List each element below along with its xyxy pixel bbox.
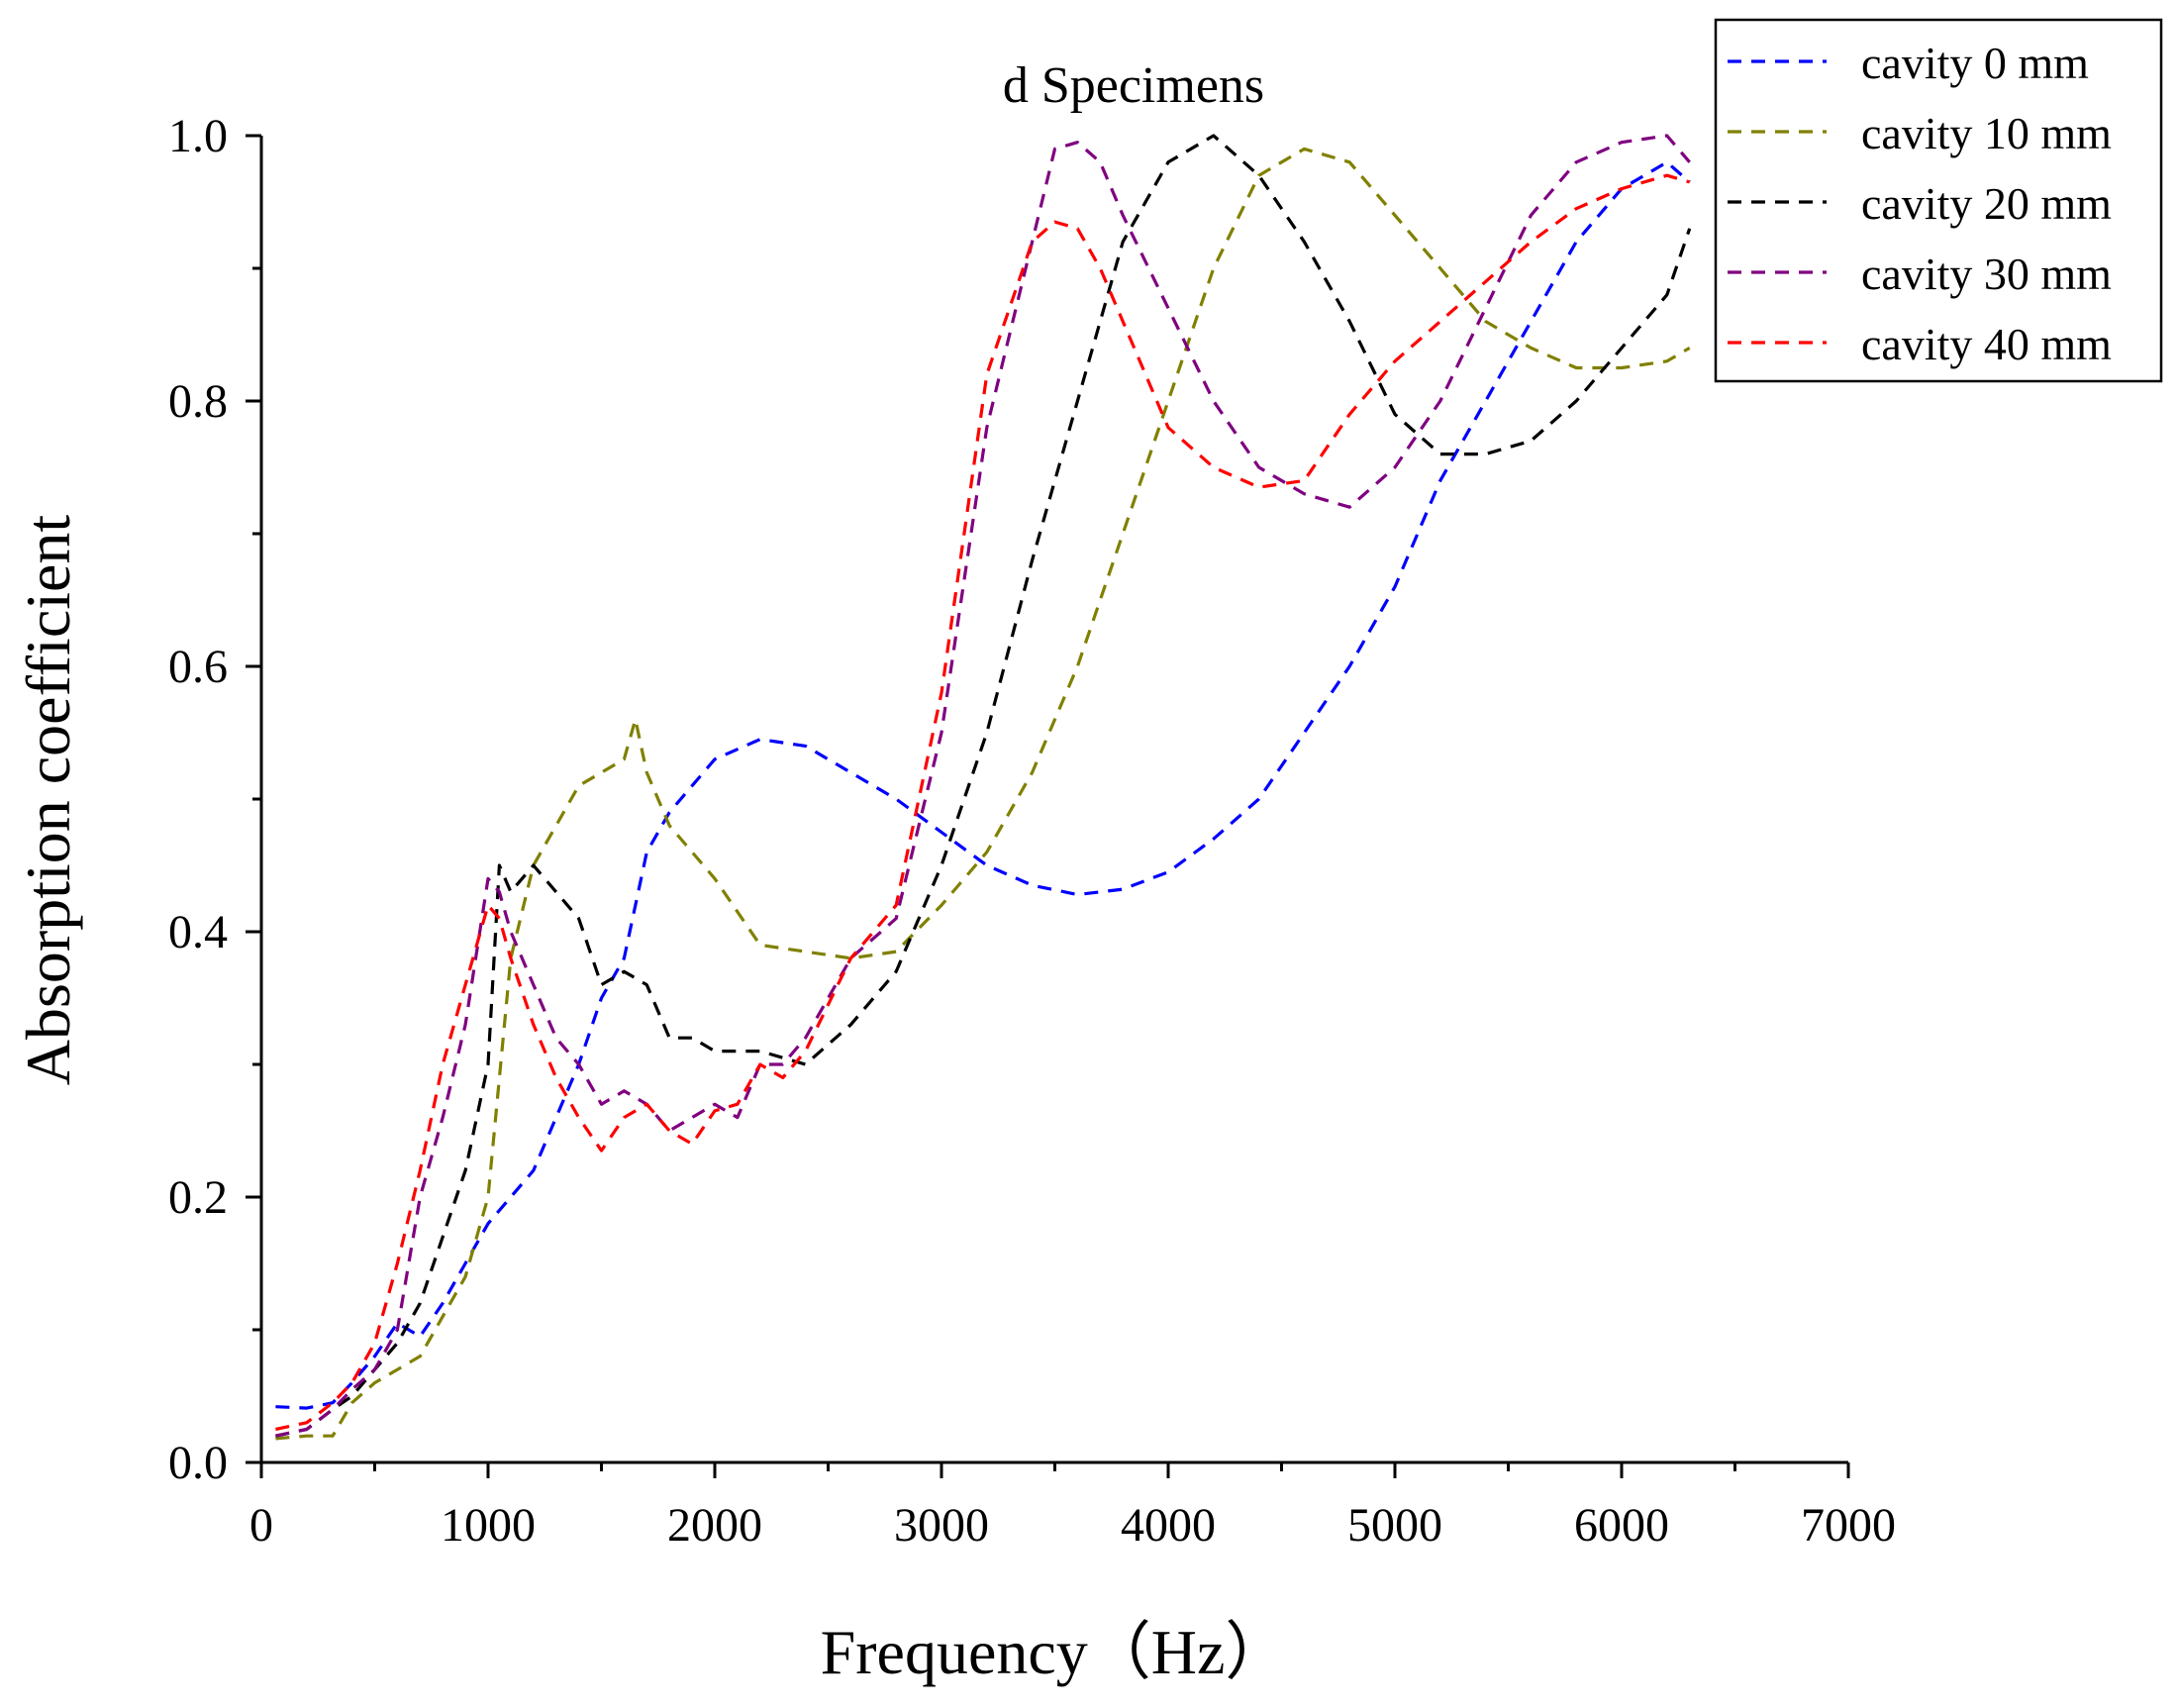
series-layer [275, 134, 1692, 1441]
legend-box [1714, 18, 2163, 383]
x-tick-label: 4000 [1121, 1499, 1216, 1552]
x-axis-label: Frequency（Hz） [821, 1617, 1289, 1687]
chart-title: d Specimens [1003, 57, 1264, 114]
series-line-cavity-10-mm [275, 147, 1691, 1441]
legend-label: cavity 20 mm [1861, 178, 2112, 229]
x-tick-label: 6000 [1574, 1499, 1669, 1552]
x-tick-label: 7000 [1801, 1499, 1896, 1552]
series-line-cavity-0-mm [275, 160, 1691, 1410]
y-tick-label: 0.6 [168, 641, 228, 693]
x-tick-label: 3000 [894, 1499, 989, 1552]
series-line-cavity-20-mm [275, 134, 1692, 1438]
series-line-cavity-40-mm [275, 173, 1691, 1432]
legend-label: cavity 10 mm [1861, 108, 2112, 158]
legend-label: cavity 30 mm [1861, 249, 2112, 299]
y-tick-label: 1.0 [168, 110, 228, 162]
y-tick-label: 0.8 [168, 375, 228, 428]
y-ticks: 0.0 0.2 0.4 0.6 0.8 1.0 [168, 110, 261, 1489]
x-tick-label: 5000 [1347, 1499, 1442, 1552]
legend: cavity 0 mm cavity 10 mm cavity 20 mm cavit… [1714, 18, 2163, 383]
x-tick-label: 0 [249, 1499, 273, 1552]
legend-label: cavity 0 mm [1861, 38, 2089, 88]
series-line-cavity-30-mm [275, 134, 1691, 1438]
y-tick-label: 0.4 [168, 906, 228, 958]
x-tick-label: 1000 [441, 1499, 536, 1552]
legend-label: cavity 40 mm [1861, 319, 2112, 369]
y-tick-label: 0.2 [168, 1171, 228, 1224]
y-axis-label: Absorption coefficient [13, 515, 83, 1086]
x-tick-label: 2000 [667, 1499, 762, 1552]
y-tick-label: 0.0 [168, 1437, 228, 1489]
x-ticks: 0 1000 2000 3000 4000 5000 6000 7000 [249, 1462, 1896, 1552]
